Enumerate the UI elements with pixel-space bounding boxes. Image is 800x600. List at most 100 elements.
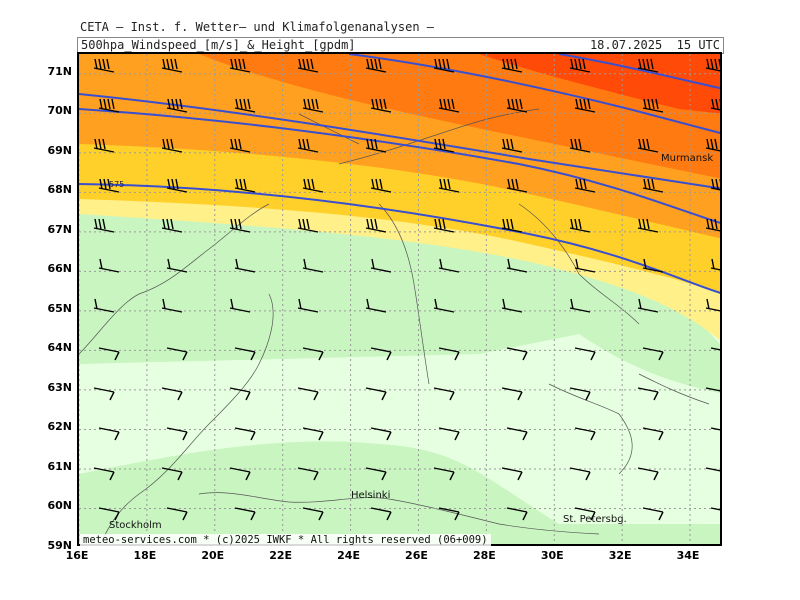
- wind-barb: [370, 258, 392, 273]
- wind-barb: [637, 298, 659, 313]
- wind-barb: [229, 218, 251, 233]
- wind-barb: [574, 98, 596, 113]
- lat-label: 61N: [47, 459, 72, 473]
- wind-barb: [506, 258, 528, 273]
- lat-label: 63N: [47, 380, 72, 394]
- contour-label: 575: [109, 180, 125, 189]
- wind-barb: [166, 178, 188, 193]
- wind-barb: [93, 218, 115, 233]
- wind-barb: [574, 427, 596, 441]
- wind-barb: [433, 218, 455, 233]
- wind-barb: [234, 178, 256, 193]
- wind-barb: [438, 178, 460, 193]
- wind-barb: [501, 467, 523, 481]
- wind-barb: [637, 387, 659, 401]
- coastline-5: [518, 203, 640, 325]
- wind-barb: [433, 298, 455, 313]
- wind-barb: [370, 98, 392, 113]
- wind-barb: [234, 98, 256, 113]
- wind-barb: [98, 178, 120, 193]
- wind-barb: [93, 298, 115, 313]
- wind-barb: [569, 58, 591, 73]
- wind-barb: [365, 387, 387, 401]
- wind-barb: [161, 298, 183, 313]
- wind-barb: [302, 258, 324, 273]
- wind-barb: [98, 347, 120, 361]
- band-light-3: [79, 441, 720, 544]
- wind-barb: [438, 258, 460, 273]
- wind-barb: [438, 427, 460, 441]
- wind-barb: [569, 218, 591, 233]
- wind-barb: [370, 178, 392, 193]
- wind-barb: [705, 298, 720, 312]
- wind-barb: [438, 347, 460, 361]
- lat-label: 68N: [47, 183, 72, 197]
- wind-barb: [302, 178, 324, 193]
- wind-barb: [370, 347, 392, 361]
- wind-barb: [506, 507, 528, 521]
- wind-barb: [642, 258, 664, 273]
- wind-barbs: [93, 58, 720, 521]
- wind-barb: [501, 218, 523, 233]
- wind-barb: [501, 298, 523, 313]
- wind-barb: [93, 58, 115, 73]
- wind-barb: [506, 98, 528, 113]
- wind-barb: [642, 427, 664, 441]
- wind-barb: [229, 298, 251, 313]
- wind-barb: [370, 427, 392, 441]
- wind-barb: [710, 507, 720, 511]
- wind-barb: [506, 347, 528, 361]
- wind-barb: [302, 98, 324, 113]
- wind-barb: [705, 138, 720, 152]
- wind-barb: [166, 258, 188, 273]
- wind-barb: [365, 298, 387, 313]
- wind-barb: [98, 258, 120, 273]
- coastline-4: [378, 203, 430, 385]
- lon-label: 28E: [472, 549, 496, 562]
- wind-barb: [574, 507, 596, 521]
- wind-barb: [229, 387, 251, 401]
- wind-barb: [705, 387, 720, 392]
- wind-barb: [229, 138, 251, 153]
- lat-label: 64N: [47, 341, 72, 355]
- wind-barb: [637, 218, 659, 233]
- lon-label: 22E: [269, 549, 293, 562]
- wind-barb: [365, 138, 387, 153]
- lon-label: 32E: [608, 549, 632, 562]
- wind-barb: [229, 58, 251, 73]
- lon-label: 24E: [337, 549, 360, 562]
- wind-barb: [433, 58, 455, 73]
- valid-time: 18.07.2025 15 UTC: [589, 38, 720, 52]
- wind-barb: [98, 98, 120, 113]
- windspeed-bands: [79, 54, 720, 544]
- lat-label: 71N: [47, 64, 72, 78]
- lon-label: 26E: [405, 549, 428, 562]
- lat-label: 60N: [47, 499, 72, 513]
- lat-label: 62N: [47, 420, 72, 434]
- wind-barb: [506, 427, 528, 441]
- wind-barb: [93, 138, 115, 153]
- coastline-2: [198, 492, 600, 535]
- wind-barb: [705, 467, 720, 472]
- coastline-7: [548, 383, 633, 475]
- wind-barb: [501, 58, 523, 73]
- footer-credit: meteo-services.com * (c)2025 IWKF * All …: [80, 534, 491, 546]
- wind-barb: [234, 347, 256, 361]
- wind-barb: [234, 258, 256, 273]
- wind-barb: [574, 258, 596, 273]
- wind-barb: [433, 387, 455, 401]
- wind-barb: [297, 467, 319, 481]
- lat-label: 67N: [47, 222, 72, 236]
- wind-barb: [229, 467, 251, 481]
- wind-barb: [302, 347, 324, 361]
- wind-barb: [166, 507, 188, 521]
- lon-label: 34E: [676, 549, 700, 562]
- wind-barb: [705, 218, 720, 232]
- wind-barb: [506, 178, 528, 193]
- wind-barb: [297, 218, 319, 233]
- height-contour-2: [348, 54, 720, 134]
- wind-barb: [302, 507, 324, 521]
- wind-barb: [234, 427, 256, 441]
- wind-barb: [234, 507, 256, 521]
- wind-barb: [370, 507, 392, 521]
